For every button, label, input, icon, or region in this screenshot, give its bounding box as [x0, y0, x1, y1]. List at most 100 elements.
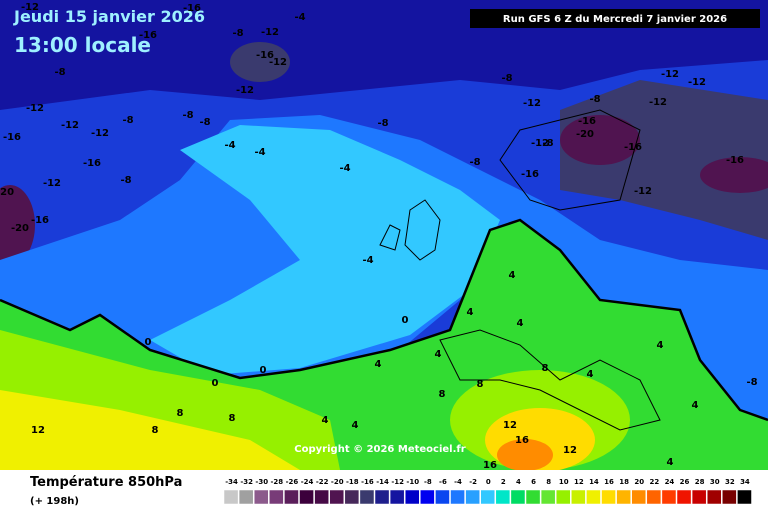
contour-label: 4 — [657, 340, 664, 351]
legend-swatch — [555, 489, 571, 505]
legend-swatch — [465, 489, 480, 505]
cold-core — [0, 185, 35, 265]
contour-label: 8 — [229, 413, 236, 424]
contour-label: 12 — [31, 425, 45, 436]
contour-label: 0 — [145, 337, 152, 348]
legend-swatch — [525, 489, 541, 505]
contour-label: 16 — [515, 435, 529, 446]
contour-label: -8 — [542, 138, 553, 149]
legend-label: 10 — [559, 478, 569, 486]
legend-label: -30 — [255, 478, 268, 486]
contour-label: 8 — [152, 425, 159, 436]
contour-label: 8 — [177, 408, 184, 419]
contour-label: -16 — [31, 215, 49, 226]
legend-swatch — [389, 489, 405, 505]
contour-label: 16 — [483, 460, 497, 471]
legend-swatch — [540, 489, 556, 505]
mild-zone — [150, 125, 500, 375]
legend-swatch — [676, 489, 692, 505]
legend-swatch — [374, 489, 390, 505]
contour-labels: -12 -16-4-8 -12-16-16-12-8-12-12-12-16 -12-… — [0, 2, 758, 471]
legend-swatch — [299, 489, 314, 505]
contour-label: -8 — [501, 73, 512, 84]
contour-label: 4 — [509, 270, 516, 281]
legend-swatch — [404, 489, 420, 505]
contour-label: -8 — [199, 117, 210, 128]
color-legend: -34 -32 -30 -28 -26 -24 -22 -20 -18 -16 -14 -12 -10-… — [223, 478, 752, 505]
legend-swatch — [238, 489, 254, 505]
legend-label: 24 — [665, 478, 675, 486]
contour-label: -16 — [139, 30, 157, 41]
contour-label: -4 — [362, 255, 373, 266]
hot-zone — [0, 390, 300, 470]
contour-label: -16 — [83, 158, 101, 169]
contour-label: -16 — [726, 155, 744, 166]
legend-swatch — [450, 489, 465, 505]
legend-label: -26 — [286, 478, 299, 486]
legend-label: 2 — [501, 478, 506, 486]
contour-label: -8 — [746, 377, 757, 388]
run-box — [470, 9, 760, 28]
legend-label: 14 — [589, 478, 599, 486]
legend-swatch — [314, 489, 329, 505]
legend-swatch — [435, 489, 450, 505]
contour-label: -4 — [224, 140, 235, 151]
legend-swatch — [480, 489, 496, 505]
legend-label: 28 — [695, 478, 705, 486]
legend-label: -16 — [361, 478, 374, 486]
run-info: Run GFS 6 Z du Mercredi 7 janvier 2026 — [503, 14, 727, 25]
legend-swatch — [691, 489, 707, 505]
contour-label: -16 — [521, 169, 539, 180]
cold-core — [700, 157, 768, 193]
legend-swatch — [616, 489, 631, 505]
legend-swatch — [586, 489, 601, 505]
contour-label: -20 — [11, 223, 29, 234]
contour-label: -8 — [120, 175, 131, 186]
contour-label: -12 — [43, 178, 61, 189]
legend-label: -6 — [439, 478, 447, 486]
contour-label: -12 — [21, 2, 39, 13]
legend-label: 12 — [574, 478, 584, 486]
contour-label: -12 — [61, 120, 79, 131]
contour-label: -4 — [294, 12, 305, 23]
forecast-time: 13:00 locale — [14, 33, 151, 57]
contour-label: -8 — [469, 157, 480, 168]
coastline — [379, 109, 661, 431]
contour-label: -16 — [3, 132, 21, 143]
contour-label: 4 — [352, 420, 359, 431]
copyright: Copyright © 2026 Meteociel.fr — [294, 444, 465, 455]
contour-label: -16 — [183, 3, 201, 14]
contour-label: -12 — [531, 138, 549, 149]
contour-label: -8 — [377, 118, 388, 129]
hottest-zone — [497, 439, 553, 471]
contour-label: 12 — [563, 445, 577, 456]
contour-label: -8 — [589, 94, 600, 105]
legend-label: 0 — [486, 478, 491, 486]
contour-label: -8 — [122, 115, 133, 126]
contour-label: -8 — [232, 28, 243, 39]
contour-label: -12 — [634, 186, 652, 197]
contour-label: 8 — [477, 379, 484, 390]
contour-label: 0 — [212, 378, 219, 389]
legend-swatch — [269, 489, 284, 505]
legend-label: 22 — [649, 478, 659, 486]
legend-swatch — [706, 489, 722, 505]
cold-core — [560, 115, 640, 165]
legend-swatch — [661, 489, 677, 505]
contour-label: -12 — [261, 27, 279, 38]
legend-label: 6 — [531, 478, 536, 486]
legend-swatch — [571, 489, 586, 505]
cold-core — [230, 42, 290, 82]
legend-label: -28 — [271, 478, 284, 486]
legend-label: 4 — [516, 478, 521, 486]
contour-label: 4 — [322, 415, 329, 426]
legend-label: 32 — [725, 478, 735, 486]
contour-label: 4 — [667, 457, 674, 468]
legend-label: -4 — [454, 478, 462, 486]
contour-label: -12 — [269, 57, 287, 68]
contour-label: 4 — [692, 400, 699, 411]
legend-label: -22 — [316, 478, 329, 486]
freezing-line — [0, 218, 768, 422]
contour-label: -20 — [576, 129, 594, 140]
